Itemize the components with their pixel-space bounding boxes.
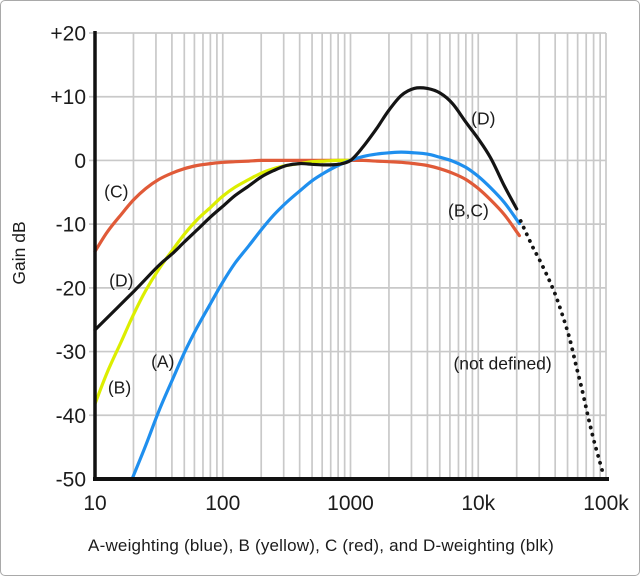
curve-D-weighting [93, 86, 519, 332]
y-tick-label: +20 [50, 23, 86, 46]
annotation-d: (D) [109, 271, 133, 291]
x-tick-label: 10k [461, 492, 495, 515]
annotation-c: (C) [104, 181, 128, 201]
curve-D-weighting-extension-not-defined [518, 219, 606, 476]
y-tick-label: -50 [56, 469, 86, 492]
x-tick-label: 1000 [327, 492, 374, 515]
annotation-d: (D) [471, 109, 495, 129]
curve-A-weighting [130, 150, 521, 481]
y-tick-label: -10 [56, 214, 86, 237]
chart-caption: A-weighting (blue), B (yellow), C (red),… [88, 536, 554, 555]
y-tick-label: -40 [56, 405, 86, 428]
annotation-notdefined: (not defined) [453, 353, 551, 373]
y-tick-label: -30 [56, 341, 86, 364]
annotation-bc: (B,C) [448, 200, 489, 220]
y-tick-label: 0 [74, 150, 86, 173]
annotation-b: (B) [108, 378, 131, 398]
x-tick-label: 100k [583, 492, 629, 515]
curve-B-weighting [93, 158, 353, 406]
y-axis-title: Gain dB [9, 221, 29, 284]
y-tick-label: +10 [50, 86, 86, 109]
x-tick-label: 100 [205, 492, 240, 515]
x-tick-label: 10 [83, 492, 106, 515]
annotation-a: (A) [151, 352, 174, 372]
y-tick-label: -20 [56, 277, 86, 300]
